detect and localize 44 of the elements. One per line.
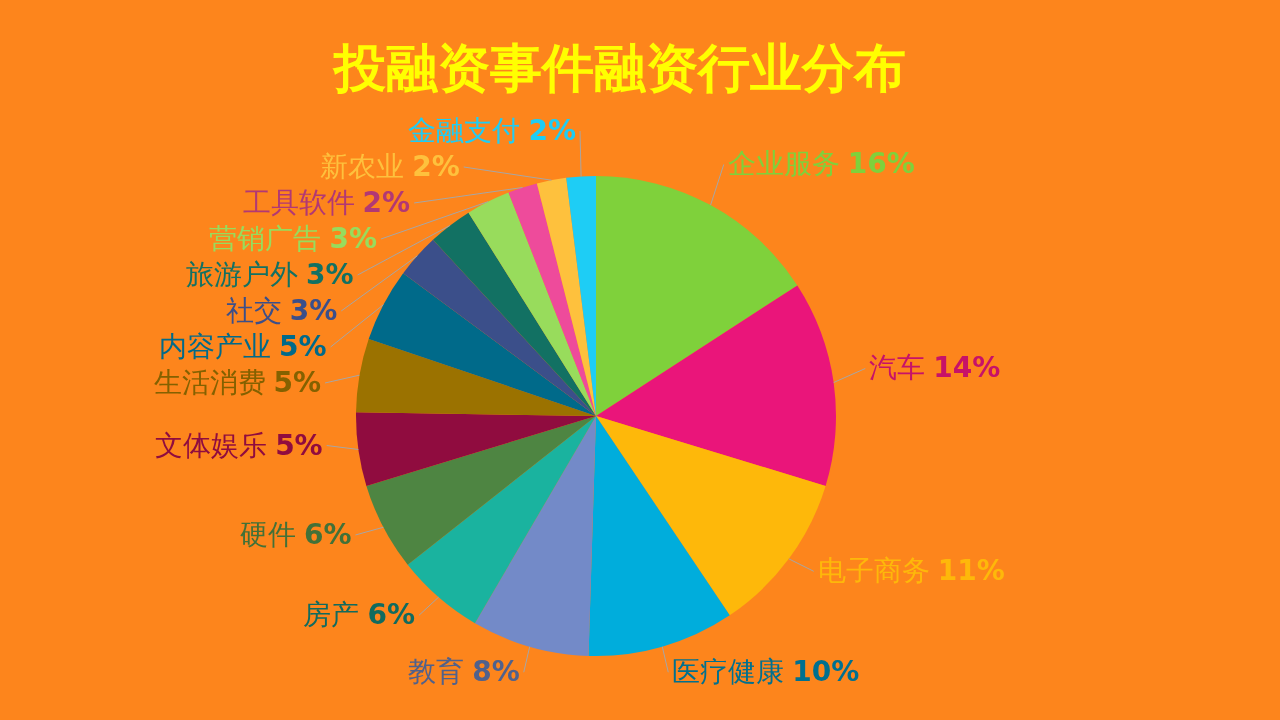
slice-label: 营销广告: [209, 221, 322, 255]
slice-label: 工具软件: [242, 185, 355, 219]
slice-label: 社交: [225, 293, 282, 327]
slice-label: 新农业: [320, 149, 405, 183]
data-label: 6%: [303, 517, 352, 551]
data-label: 5%: [275, 428, 323, 462]
pie-slice: [468, 192, 596, 416]
data-label: 6%: [367, 598, 415, 632]
chart-title: 投融资事件融资行业分布: [332, 38, 906, 98]
data-label: 10%: [792, 655, 860, 689]
pie-slice: [433, 212, 596, 416]
data-label: 2%: [412, 149, 460, 183]
slice-label: 硬件: [239, 517, 296, 551]
slice-label: 医疗健康: [672, 655, 785, 689]
slice-label: 生活消费: [153, 365, 266, 399]
slice-label: 文体娱乐: [155, 428, 268, 462]
pie-slice: [536, 177, 596, 416]
slice-label: 金融支付: [408, 114, 521, 147]
slice-label: 旅游户外: [186, 257, 299, 291]
pie-slice: [474, 416, 596, 656]
pie-slice: [356, 339, 596, 416]
pie-slice: [403, 239, 596, 416]
slice-label: 教育: [408, 655, 465, 689]
data-label: 3%: [306, 257, 354, 291]
pie-slice: [588, 416, 730, 656]
pie-slice: [596, 176, 798, 416]
pie-slice: [596, 285, 836, 486]
data-label: 2%: [362, 185, 411, 219]
data-label: 16%: [847, 147, 915, 181]
data-label: 8%: [472, 655, 520, 689]
data-label: 3%: [329, 221, 378, 255]
data-label: 5%: [279, 329, 327, 363]
data-label: 3%: [289, 293, 338, 327]
pie-slice: [508, 183, 596, 416]
slice-label: 房产: [303, 598, 360, 632]
pie-slice: [366, 416, 596, 565]
pie-slice: [368, 273, 596, 416]
slice-label: 内容产业: [159, 329, 272, 363]
slice-label: 汽车: [869, 351, 926, 385]
data-label: 14%: [933, 351, 1001, 385]
pie-slice: [356, 412, 596, 486]
data-label: 2%: [528, 114, 576, 147]
data-label: 5%: [273, 365, 322, 399]
slice-label: 企业服务: [727, 147, 840, 181]
